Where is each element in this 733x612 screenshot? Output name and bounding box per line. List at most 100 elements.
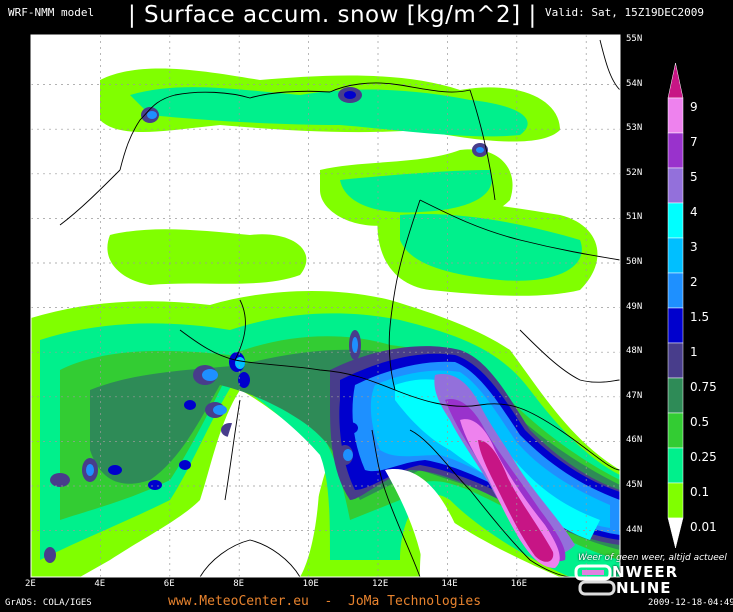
colorbar-segment [667,202,684,239]
colorbar-label: 4 [690,205,698,219]
boundary-line [119,90,331,171]
lon-label: 8E [233,579,245,589]
logo-line-2: NLINE [616,579,672,597]
snow-contour [107,229,307,285]
snow-contour [400,214,582,281]
snow-cell [148,480,162,490]
lat-label: 50N [626,257,643,267]
colorbar-segment [667,132,684,169]
logo-line-1: NWEER [612,563,679,581]
boundary-line [388,199,421,391]
snow-cell [238,372,250,388]
logo-o-shape [574,564,616,596]
lon-label: 4E [94,579,106,589]
colorbar-max-triangle [667,62,684,99]
colorbar-segment [667,97,684,134]
lon-label: 12E [372,579,389,589]
boundary-line [199,539,301,578]
boundary-line [419,199,621,261]
boundary-line [371,429,421,578]
lat-label: 55N [626,34,643,44]
boundary-line [179,329,396,391]
boundary-line [394,389,621,471]
no-snow-area [385,469,470,577]
lat-label: 49N [626,301,643,312]
boundary-line [224,399,241,501]
colorbar-label: 0.25 [690,450,717,464]
colorbar-segment [667,447,684,484]
snow-cell [352,337,358,353]
lat-label: 47N [626,390,643,401]
coastlines-borders [59,39,621,578]
boundary-line [329,82,471,93]
lat-label: 48N [626,346,643,357]
colorbar-label: 0.1 [690,485,710,499]
colorbar-label: 1 [690,345,698,359]
no-snow-area [208,400,320,577]
lat-label: 44N [626,524,643,535]
colorbar-label: 0.01 [690,520,717,534]
snow-cell [179,460,191,470]
generated-timestamp: 2009-12-18-04:49 [648,598,733,608]
grads-credit: GrADS: COLA/IGES [5,598,92,608]
lat-label: 52N [626,167,643,178]
colorbar-label: 5 [690,170,698,184]
colorbar-segment [667,482,684,519]
colorbar-label: 0.75 [690,380,717,394]
graticule [31,35,620,577]
snow-cell [235,357,245,369]
colorbar [667,62,684,549]
lat-label: 53N [626,123,643,134]
snow-cell [344,91,356,99]
boundary-line [599,39,621,91]
colorbar-segment [667,237,684,274]
colorbar-label: 3 [690,240,698,254]
snow-contour [130,87,528,137]
lon-label: 10E [302,579,319,589]
snow-cell [108,465,122,475]
snow-cell [343,449,353,461]
snow-cell [476,147,484,153]
boundary-line [409,429,571,578]
colorbar-label: 0.5 [690,415,710,429]
colorbar-segment [667,342,684,379]
snow-cell [213,405,227,415]
colorbar-label: 2 [690,275,698,289]
snow-cell [147,111,157,119]
onweer-online-logo: NWEER NLINE [572,563,732,597]
valid-time: Valid: Sat, 15Z19DEC2009 [545,6,704,19]
model-label: WRF-NMM model [8,6,95,19]
colorbar-min-triangle [667,517,684,549]
colorbar-segment [667,412,684,449]
colorbar-segment [667,377,684,414]
lon-label: 6E [163,579,175,589]
snow-cell [202,369,218,381]
colorbar-label: 7 [690,135,698,149]
snow-cell [86,464,94,476]
boundary-line [234,299,246,361]
colorbar-label: 1.5 [690,310,710,324]
snow-contour [478,440,554,562]
snow-cell [184,400,196,410]
map-frame [30,34,621,578]
snow-cell [342,422,358,434]
map-title: | Surface accum. snow [kg/m^2] | [128,2,537,28]
boundary-line [469,89,496,201]
lat-label: 45N [626,480,643,490]
snow-cell [44,547,56,563]
snow-cell [50,473,70,487]
lon-label: 14E [441,579,458,589]
precip-contours [31,68,620,577]
lat-label: 51N [626,212,643,223]
colorbar-segment [667,307,684,344]
watermark-slogan: Weer of geen weer, altijd actueel [578,553,727,563]
source-credit: www.MeteoCenter.eu - JoMa Technologies [168,594,482,609]
colorbar-segment [667,167,684,204]
boundary-line [59,169,121,226]
lon-label: 2E [25,579,36,589]
colorbar-label: 9 [690,100,698,114]
lat-label: 46N [626,435,643,446]
lat-label: 54N [626,78,643,89]
